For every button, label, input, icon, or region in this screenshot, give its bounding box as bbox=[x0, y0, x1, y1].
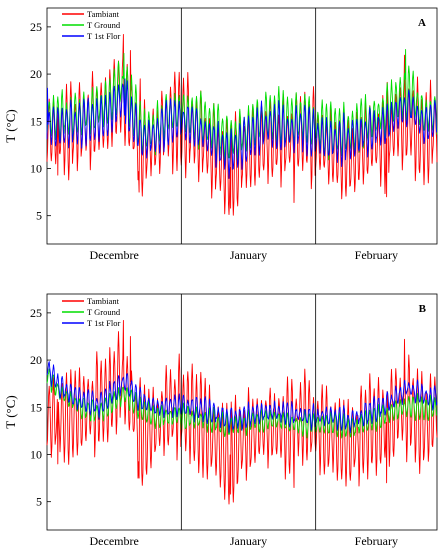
series-line-tambiant bbox=[46, 33, 438, 216]
series-line-tambiant bbox=[46, 319, 438, 505]
y-tick-label-15: 15 bbox=[30, 400, 42, 414]
panel-a-month-separators bbox=[180, 8, 317, 244]
x-category-label-january: January bbox=[230, 534, 267, 548]
panel-a-y-axis-title: T (°C) bbox=[3, 109, 18, 142]
x-category-label-decembre: Decembre bbox=[90, 534, 139, 548]
panel-b-y-ticks: 5 10 15 20 25 bbox=[30, 306, 51, 509]
series-line-t-1st-flor bbox=[46, 361, 438, 434]
panel-a: 5 10 15 20 25 Decembre January February T (°C)… bbox=[3, 7, 438, 262]
panel-a-y-ticks: 5 10 15 20 25 bbox=[30, 20, 51, 223]
legend-label-t-1st-flor: T 1st Flor bbox=[87, 318, 121, 328]
y-tick-label-10: 10 bbox=[30, 447, 42, 461]
y-tick-label-20: 20 bbox=[30, 353, 42, 367]
legend-label-t-1st-flor: T 1st Flor bbox=[87, 31, 121, 41]
panel-b-month-labels: Decembre January February bbox=[90, 534, 398, 548]
panel-a-series bbox=[46, 33, 438, 216]
panel-b: 5 10 15 20 25 Decembre January February T (°C)… bbox=[3, 293, 438, 548]
x-category-label-january: January bbox=[230, 248, 267, 262]
y-tick-label-20: 20 bbox=[30, 67, 42, 81]
legend-label-t-ground: T Ground bbox=[87, 307, 121, 317]
panel-a-month-labels: Decembre January February bbox=[90, 248, 398, 262]
y-tick-label-25: 25 bbox=[30, 20, 42, 34]
legend-label-tambiant: Tambiant bbox=[87, 9, 120, 19]
panel-b-series bbox=[46, 319, 438, 505]
panel-b-month-separators bbox=[180, 294, 317, 530]
y-tick-label-5: 5 bbox=[36, 495, 42, 509]
legend-label-tambiant: Tambiant bbox=[87, 296, 120, 306]
panel-b-plot-frame bbox=[46, 293, 438, 531]
y-tick-label-10: 10 bbox=[30, 161, 42, 175]
x-category-label-february: February bbox=[355, 534, 398, 548]
x-category-label-decembre: Decembre bbox=[90, 248, 139, 262]
panel-a-plot-frame bbox=[46, 7, 438, 245]
y-tick-label-5: 5 bbox=[36, 209, 42, 223]
x-category-label-february: February bbox=[355, 248, 398, 262]
y-tick-label-25: 25 bbox=[30, 306, 42, 320]
y-tick-label-15: 15 bbox=[30, 114, 42, 128]
panel-b-y-axis-title: T (°C) bbox=[3, 395, 18, 428]
series-line-t-ground bbox=[46, 49, 438, 164]
panel-b-letter: B bbox=[419, 303, 427, 315]
legend-label-t-ground: T Ground bbox=[87, 20, 121, 30]
panel-a-letter: A bbox=[418, 17, 426, 29]
series-line-t-1st-flor bbox=[46, 78, 438, 179]
